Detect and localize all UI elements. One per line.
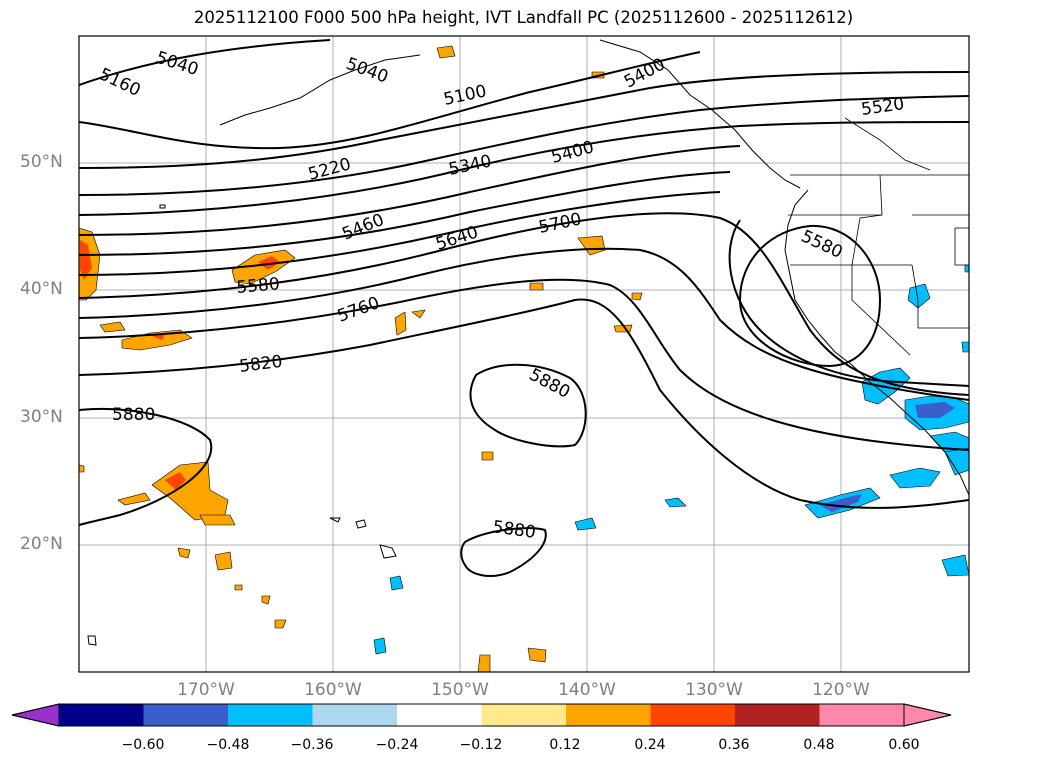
colorbar-segment [143, 704, 228, 726]
longitude-label: 170°W [177, 680, 235, 700]
colorbar-segment [650, 704, 735, 726]
coastlines [87, 39, 969, 646]
colorbar-segment [566, 704, 651, 726]
latitude-label: 50°N [20, 152, 63, 172]
colorbar-extend-max [903, 703, 952, 727]
longitude-label: 120°W [812, 680, 870, 700]
political-borders [788, 117, 969, 356]
ivt-negative-shading [373, 264, 969, 655]
contour-label: 5580 [236, 274, 281, 298]
contour-label: 5640 [433, 222, 480, 254]
colorbar-segment [819, 704, 904, 726]
colorbar-segment [312, 704, 397, 726]
gridlines [79, 36, 969, 672]
colorbar-segment [735, 704, 820, 726]
colorbar [11, 703, 952, 727]
ivt-positive-shading [79, 45, 643, 672]
contour-label: 5040 [153, 48, 200, 80]
colorbar-tick-label: 0.12 [549, 737, 581, 753]
contour-label: 5760 [335, 293, 382, 327]
colorbar-tick-label: 0.36 [718, 737, 750, 753]
contour-label: 5880 [112, 405, 155, 425]
contour-label: 5160 [96, 64, 144, 100]
map-title: 2025112100 F000 500 hPa height, IVT Land… [193, 8, 854, 27]
contour-label: 5820 [238, 352, 283, 377]
contour-label: 5040 [343, 54, 390, 88]
colorbar-segment [481, 704, 566, 726]
latitude-label: 20°N [20, 534, 63, 554]
colorbar-segment [59, 704, 144, 726]
latitude-label: 30°N [20, 407, 63, 427]
colorbar-tick-label: −0.60 [121, 737, 165, 753]
contour-label: 5880 [491, 517, 537, 543]
plot-frame [78, 35, 970, 673]
contour-label-group: 5040 5160 5040 5100 5400 5520 5220 5340 … [96, 48, 906, 543]
colorbar-tick-label: 0.60 [888, 737, 920, 753]
colorbar-tick-label: −0.12 [459, 737, 503, 753]
colorbar-tick-label: −0.36 [290, 737, 334, 753]
longitude-label: 160°W [304, 680, 362, 700]
ivt-negative-core-shading [820, 402, 955, 512]
colorbar-tick-label: 0.24 [634, 737, 666, 753]
colorbar-tick-label: −0.24 [375, 737, 419, 753]
colorbar-segment [228, 704, 313, 726]
colorbar-extend-min [11, 703, 60, 727]
longitude-label: 130°W [685, 680, 743, 700]
colorbar-segment [397, 704, 482, 726]
height-contours [79, 39, 969, 577]
colorbar-outline [11, 703, 952, 727]
colorbar-tick-label: −0.48 [206, 737, 250, 753]
longitude-label: 140°W [558, 680, 616, 700]
longitude-label: 150°W [431, 680, 489, 700]
colorbar-tick-label: 0.48 [803, 737, 835, 753]
latitude-label: 40°N [20, 279, 63, 299]
contour-label: 5220 [306, 154, 353, 185]
